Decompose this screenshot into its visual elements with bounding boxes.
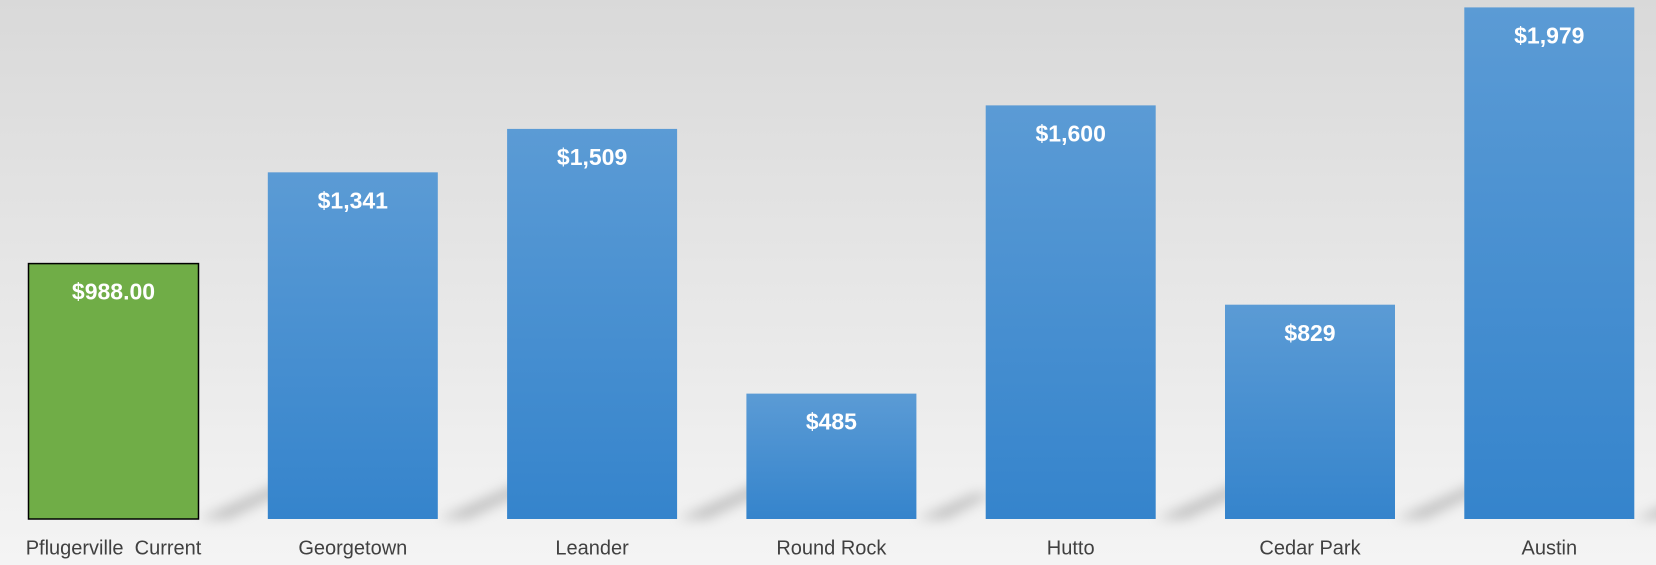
bar-shadow	[916, 493, 993, 519]
value-label: $485	[806, 409, 857, 435]
x-tick-label: Cedar Park	[1259, 537, 1361, 559]
bar	[1225, 304, 1395, 519]
bar	[746, 393, 917, 519]
x-tick-label: Pflugerville Current	[26, 537, 202, 559]
value-label: $1,600	[1036, 120, 1106, 146]
bar	[1464, 7, 1635, 520]
x-tick-label: Round Rock	[776, 537, 887, 559]
x-tick-label: Hutto	[1047, 537, 1095, 559]
x-tick-label: Georgetown	[298, 537, 407, 559]
bar-shadow	[1634, 509, 1656, 519]
bar	[507, 128, 678, 519]
bar	[267, 172, 438, 519]
bar	[27, 262, 200, 520]
value-label: $1,979	[1514, 22, 1584, 48]
x-tick-label: Leander	[555, 537, 629, 559]
value-label: $1,509	[557, 144, 627, 170]
value-label: $988.00	[72, 279, 155, 305]
value-label: $829	[1284, 320, 1335, 346]
x-tick-label: Austin	[1522, 537, 1578, 559]
bar	[985, 105, 1156, 520]
value-label: $1,341	[318, 187, 389, 213]
